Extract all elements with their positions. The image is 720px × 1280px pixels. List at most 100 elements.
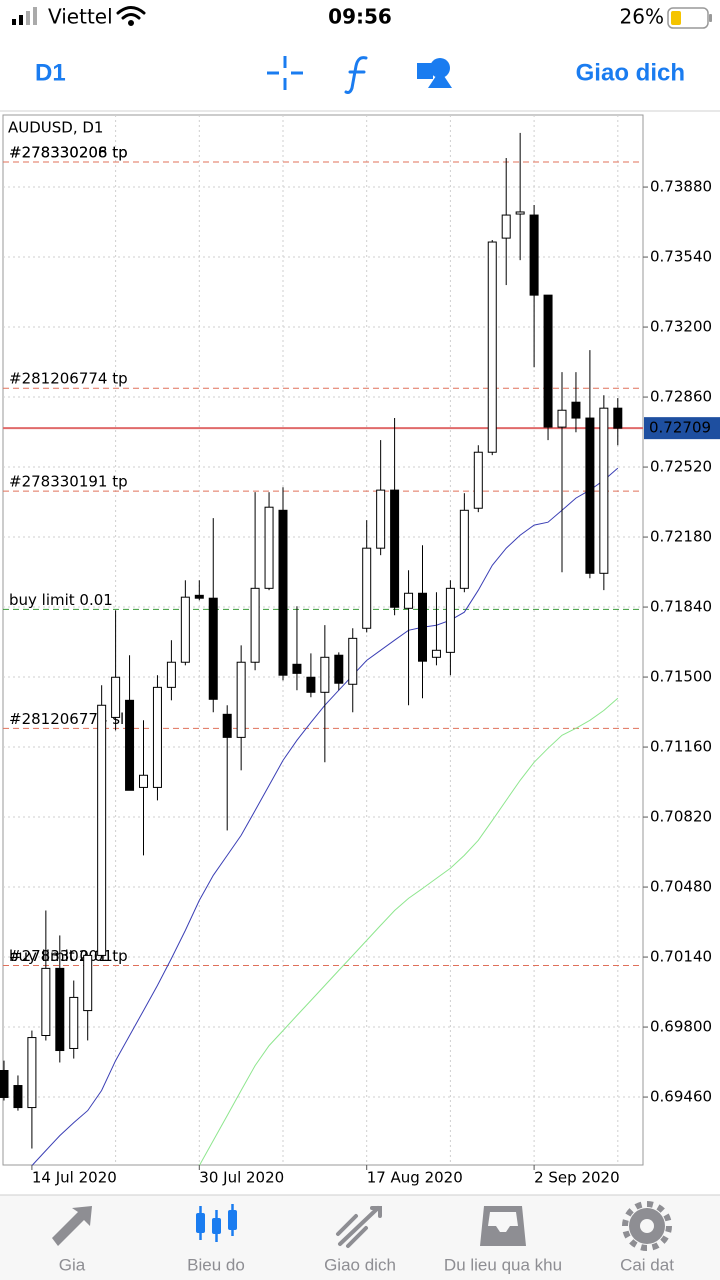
y-tick-label: 0.69460	[650, 1088, 712, 1106]
tab-label[interactable]: Giao dich	[324, 1255, 396, 1274]
candle-body-up	[111, 676, 121, 718]
objects-button[interactable]	[417, 58, 452, 88]
y-tick-label: 0.71840	[650, 598, 712, 616]
signal-bar	[33, 7, 37, 25]
candle-body-down	[0, 1070, 9, 1098]
candle-body-down	[55, 967, 65, 1052]
carrier: Viettel	[48, 5, 113, 29]
battery-fill	[671, 11, 681, 25]
toolbar: D1 Giao dich	[0, 56, 720, 112]
order-label: #278330201 tp	[9, 947, 128, 965]
y-tick-label: 0.70140	[650, 948, 712, 966]
candle-body-up	[152, 686, 162, 788]
trade-button[interactable]: Giao dich	[576, 59, 685, 86]
candle-body-up	[41, 967, 51, 1036]
trade-icon[interactable]	[336, 1206, 382, 1248]
candle-body-down	[208, 597, 218, 700]
y-tick-label: 0.72520	[650, 458, 712, 476]
gear-teeth	[622, 1201, 672, 1251]
tab-label[interactable]: Cai dat	[620, 1255, 674, 1274]
candle-body-up	[250, 587, 260, 663]
candle-body-up	[501, 214, 511, 239]
order-label: #278330208 tp	[9, 143, 128, 161]
battery-tip	[709, 14, 712, 22]
order-label: #278330191 tp	[9, 473, 128, 491]
candle-body-down	[222, 713, 232, 738]
current-price-label: 0.72709	[649, 419, 711, 437]
candle-body-up	[431, 649, 441, 658]
price-axis: 0.69460 0.69800 0.70140 0.70480 0.70820 0.711…	[31, 178, 720, 1187]
settings-icon[interactable]	[622, 1201, 672, 1251]
trade-lines	[336, 1214, 368, 1248]
moving-average-line	[198, 697, 619, 1166]
tab-labels: Gia Bieu do Giao dich Du lieu qua khu Cai da…	[59, 1255, 674, 1274]
candle-body-up	[404, 592, 414, 609]
candle-body-down	[571, 401, 581, 419]
quotes-icon[interactable]	[52, 1206, 92, 1246]
candle-body-up	[599, 407, 609, 574]
tab-label[interactable]: Bieu do	[187, 1255, 245, 1274]
candle-body-down	[334, 654, 344, 684]
candle-body-up	[264, 506, 274, 589]
candle-body-down	[613, 407, 623, 429]
x-tick-label: 14 Jul 2020	[32, 1169, 117, 1187]
candle-body-up	[236, 661, 246, 738]
history-icon[interactable]	[480, 1206, 526, 1246]
battery-frame	[667, 7, 709, 29]
candle-body-up	[445, 587, 455, 653]
y-tick-label: 0.72180	[650, 528, 712, 546]
x-tick-label: 17 Aug 2020	[367, 1169, 463, 1187]
y-tick-label: 0.73200	[650, 318, 712, 336]
objects-triangle	[428, 70, 452, 88]
candle-body-up	[459, 509, 469, 589]
candle-body-up	[473, 451, 483, 509]
candle-body-down	[543, 294, 553, 428]
candle-body-down	[529, 214, 539, 296]
timeframe-button[interactable]: D1	[35, 59, 66, 86]
tab-label[interactable]: Du lieu qua khu	[444, 1255, 562, 1274]
gear-hole	[640, 1219, 654, 1233]
candle-body-down	[125, 699, 135, 791]
y-tick-label: 0.72860	[650, 388, 712, 406]
indicator-button[interactable]	[344, 56, 368, 94]
y-tick-label: 0.73880	[650, 178, 712, 196]
y-tick-label: 0.71160	[650, 738, 712, 756]
chart[interactable]: #278330206 tp#278330208 tp #281206774 tp #…	[0, 114, 720, 1187]
chart-icon[interactable]	[196, 1204, 237, 1242]
chart-title: AUDUSD, D1	[8, 119, 103, 137]
tab-label[interactable]: Gia	[59, 1255, 86, 1274]
battery-level: 26%	[620, 5, 664, 29]
candle-body-down	[418, 592, 427, 662]
candle-body-up	[557, 409, 567, 428]
candle-body-up	[97, 704, 107, 956]
objects-circle	[430, 58, 450, 78]
candle-body-down	[292, 663, 302, 674]
clock: 09:56	[328, 5, 392, 29]
candle-body-up	[320, 656, 330, 693]
candle-body-up	[166, 661, 176, 688]
arrow-shape	[52, 1206, 92, 1246]
candle-body-down	[390, 489, 400, 608]
trade-arrow	[338, 1206, 382, 1246]
wifi-arc	[116, 6, 146, 15]
order-label: #278330206 tp	[9, 143, 128, 161]
candle-body-down	[585, 417, 595, 574]
order-label: #281206774 tp	[9, 370, 128, 388]
candle-body-up	[180, 596, 190, 663]
y-tick-label: 0.73540	[650, 248, 712, 266]
x-tick-label: 30 Jul 2020	[199, 1169, 284, 1187]
candle-body-down	[13, 1085, 23, 1109]
wifi-arc	[121, 13, 141, 20]
order-label: buy limit 0.01	[9, 591, 113, 609]
candle-body-up	[69, 996, 79, 1049]
crosshair-button[interactable]	[267, 56, 303, 90]
inbox-shape	[480, 1206, 526, 1246]
tab-bar: Gia Bieu do Giao dich Du lieu qua khu Cai da…	[0, 1194, 720, 1280]
signal-bar	[19, 15, 23, 25]
current-price-box	[644, 417, 720, 440]
status-bar: Viettel 09:56 26%	[12, 5, 712, 29]
y-tick-label: 0.69800	[650, 1018, 712, 1036]
y-tick-label: 0.71500	[650, 668, 712, 686]
candle-body-up	[487, 241, 497, 453]
